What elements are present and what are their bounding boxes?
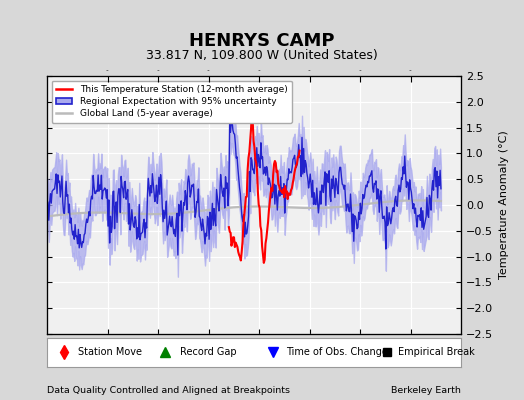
Text: Time of Obs. Change: Time of Obs. Change <box>287 347 388 357</box>
Text: Data Quality Controlled and Aligned at Breakpoints: Data Quality Controlled and Aligned at B… <box>47 386 290 395</box>
Text: Record Gap: Record Gap <box>180 347 236 357</box>
Text: Berkeley Earth: Berkeley Earth <box>391 386 461 395</box>
Legend: This Temperature Station (12-month average), Regional Expectation with 95% uncer: This Temperature Station (12-month avera… <box>52 80 292 123</box>
Text: Station Move: Station Move <box>78 347 142 357</box>
Text: HENRYS CAMP: HENRYS CAMP <box>189 32 335 50</box>
Text: 33.817 N, 109.800 W (United States): 33.817 N, 109.800 W (United States) <box>146 49 378 62</box>
Y-axis label: Temperature Anomaly (°C): Temperature Anomaly (°C) <box>499 131 509 279</box>
Text: Empirical Break: Empirical Break <box>398 347 475 357</box>
